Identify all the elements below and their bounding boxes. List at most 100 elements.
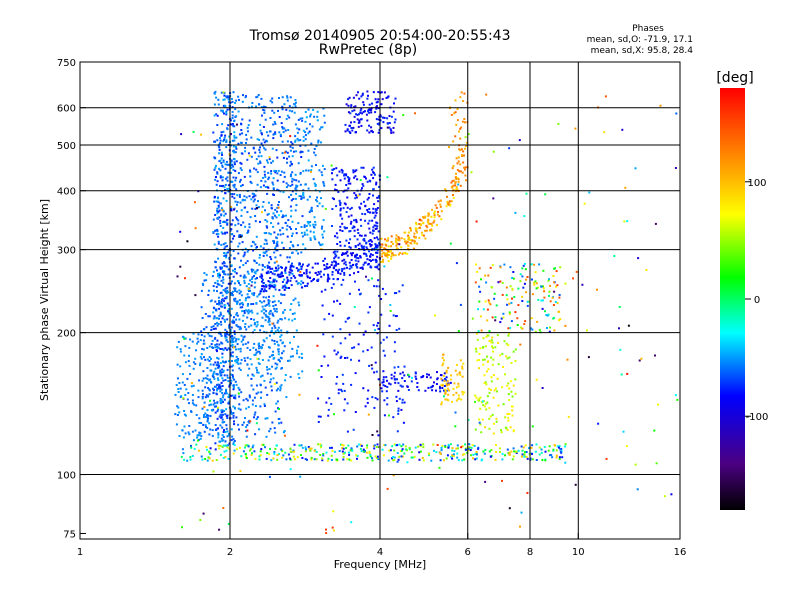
data-point xyxy=(281,286,284,289)
data-point xyxy=(441,379,444,382)
data-point xyxy=(276,156,279,159)
data-point xyxy=(317,415,320,418)
data-point xyxy=(201,348,204,350)
data-point xyxy=(188,402,190,405)
data-point xyxy=(235,146,237,148)
data-point xyxy=(231,114,234,117)
data-point xyxy=(244,359,247,362)
data-point xyxy=(228,135,231,138)
data-point xyxy=(279,356,282,359)
data-point xyxy=(271,339,274,342)
data-point xyxy=(347,111,350,114)
data-point xyxy=(219,137,221,140)
data-point xyxy=(390,250,392,253)
data-point xyxy=(231,106,234,109)
data-point xyxy=(274,367,277,370)
data-point xyxy=(228,256,231,259)
data-point xyxy=(334,183,337,186)
data-point xyxy=(514,360,517,362)
data-point xyxy=(346,254,349,257)
data-point xyxy=(305,116,308,119)
data-point xyxy=(232,364,235,367)
data-point xyxy=(583,202,586,205)
data-point xyxy=(259,290,262,293)
data-point xyxy=(220,300,223,303)
data-point xyxy=(186,240,189,243)
data-point xyxy=(348,261,351,264)
data-point xyxy=(314,189,317,192)
data-point xyxy=(267,176,270,179)
data-point xyxy=(399,372,402,375)
data-point xyxy=(411,239,414,242)
data-point xyxy=(333,198,335,201)
data-point xyxy=(337,262,340,265)
data-point xyxy=(439,387,441,390)
data-point xyxy=(213,399,215,402)
data-point xyxy=(348,316,351,319)
data-point xyxy=(288,116,291,119)
data-point xyxy=(235,136,238,139)
data-point xyxy=(300,150,303,153)
data-point xyxy=(280,329,283,332)
data-point xyxy=(333,168,336,170)
data-point xyxy=(415,222,418,224)
data-point xyxy=(278,201,280,203)
data-point xyxy=(224,391,227,394)
data-point xyxy=(221,123,224,126)
data-point xyxy=(251,373,254,376)
data-point xyxy=(223,220,226,223)
data-point xyxy=(276,206,279,209)
data-point xyxy=(203,356,205,359)
data-point xyxy=(420,231,423,234)
data-point xyxy=(306,275,309,278)
data-point xyxy=(368,450,371,453)
data-point xyxy=(535,459,538,461)
data-point xyxy=(354,194,357,197)
data-point xyxy=(225,113,228,116)
data-point xyxy=(273,270,276,272)
data-point xyxy=(225,265,228,268)
data-point xyxy=(192,130,195,133)
data-point xyxy=(380,103,383,106)
data-point xyxy=(221,434,224,437)
data-point xyxy=(265,303,268,306)
data-point xyxy=(265,139,268,142)
data-point xyxy=(303,224,306,227)
data-point xyxy=(213,243,216,246)
data-point xyxy=(316,344,319,347)
data-point xyxy=(276,269,279,272)
data-point xyxy=(269,310,272,313)
data-point xyxy=(674,167,677,169)
data-point xyxy=(508,147,511,150)
data-point xyxy=(256,269,259,272)
data-point xyxy=(370,260,372,262)
data-point xyxy=(239,290,242,293)
data-point xyxy=(224,273,227,276)
data-point xyxy=(489,388,492,391)
y-tick-label: 200 xyxy=(57,329,76,340)
data-point xyxy=(388,324,391,327)
data-point xyxy=(233,186,236,189)
data-point xyxy=(294,140,297,143)
data-point xyxy=(249,349,252,351)
data-point xyxy=(454,135,457,138)
data-point xyxy=(275,149,278,152)
data-point xyxy=(233,151,236,154)
data-point xyxy=(257,347,260,350)
x-axis-label: Frequency [MHz] xyxy=(334,558,426,571)
data-point xyxy=(280,334,283,337)
data-point xyxy=(253,396,256,399)
data-point xyxy=(460,446,463,449)
data-point xyxy=(495,444,497,446)
data-point xyxy=(418,223,421,225)
data-point xyxy=(225,146,228,149)
data-point xyxy=(362,450,365,453)
data-point xyxy=(294,276,297,279)
data-point xyxy=(287,184,290,187)
data-point xyxy=(448,200,451,203)
data-point xyxy=(466,451,469,454)
data-point xyxy=(212,388,215,391)
data-point xyxy=(300,231,303,234)
data-point xyxy=(182,336,185,339)
data-point xyxy=(341,447,344,450)
